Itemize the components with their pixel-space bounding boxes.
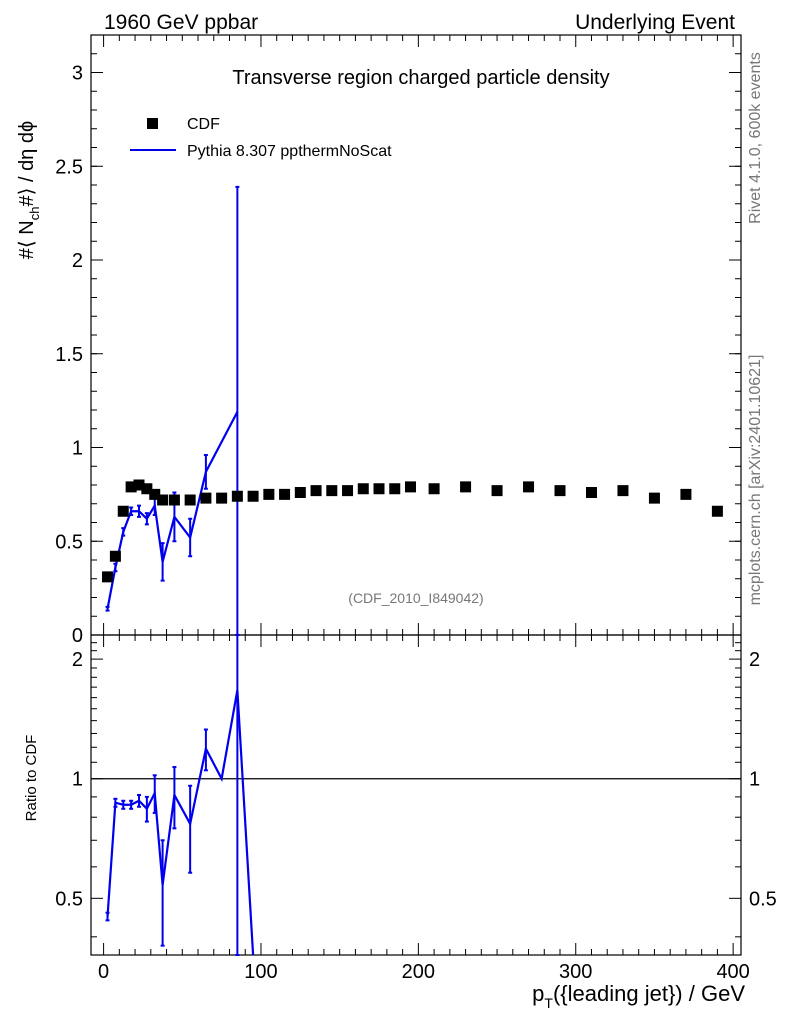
cdf-data-point [326, 485, 338, 497]
cdf-data-point [157, 494, 169, 506]
x-axis-label: pT({leading jet}) / GeV [532, 981, 745, 1011]
ratio-y-tick-label: 1 [72, 769, 83, 791]
cdf-data-point [523, 481, 535, 493]
cdf-data-point [117, 505, 129, 517]
ratio-y-axis-label: Ratio to CDF [23, 735, 40, 822]
cdf-data-point [125, 481, 137, 493]
cdf-data-point [168, 494, 180, 506]
ratio-mc-series [91, 634, 741, 956]
cdf-data-point [231, 490, 243, 502]
ratio-series-line [106, 690, 255, 956]
main-y-ticks: 0 0.5 1 1.5 2 2.5 3 [55, 34, 741, 647]
ratio-y-tick-label-right: 1 [749, 769, 760, 791]
main-y-tick-label: 0 [72, 625, 83, 647]
cdf-data-point [389, 483, 401, 495]
x-tick-label: 300 [559, 961, 592, 983]
main-y-tick-label: 1.5 [55, 344, 83, 366]
ratio-y-tick-label-right: 2 [749, 649, 760, 671]
main-panel: Transverse region charged particle densi… [16, 34, 742, 647]
x-tick-label: 0 [98, 961, 109, 983]
cdf-data-point [294, 487, 306, 498]
cdf-data-point [460, 481, 472, 493]
ratio-panel-frame [90, 634, 742, 956]
legend-mc-label: Pythia 8.307 ppthermNoScat [187, 143, 392, 160]
main-x-ticks [103, 35, 734, 635]
cdf-data-point [342, 485, 354, 497]
data-series [102, 479, 723, 583]
ratio-x-ticks: 0 100 200 300 400 [98, 635, 750, 983]
rivet-version-label: Rivet 4.1.0, 600k events [747, 52, 764, 224]
cdf-data-point [200, 492, 212, 504]
cdf-data-point [279, 488, 291, 500]
main-y-tick-label: 0.5 [55, 531, 83, 553]
cdf-data-point [149, 488, 161, 500]
ratio-y-tick-label: 2 [72, 649, 83, 671]
mc-series [105, 185, 240, 636]
ratio-y-ticks: 0.5 0.5 1 1 2 2 [55, 642, 777, 938]
cdf-data-point [404, 481, 416, 493]
mc-series-line [106, 411, 239, 609]
cdf-data-point [310, 485, 322, 497]
legend: CDF Pythia 8.307 ppthermNoScat [130, 116, 392, 160]
cdf-data-point [263, 488, 275, 500]
x-tick-label: 100 [244, 961, 277, 983]
header-left: 1960 GeV ppbar [104, 11, 258, 34]
cdf-data-point [491, 485, 503, 497]
cdf-data-point [711, 505, 723, 517]
main-y-tick-label: 2.5 [55, 156, 83, 178]
main-y-tick-label: 2 [72, 250, 83, 272]
ratio-y-tick-label: 0.5 [55, 888, 83, 910]
cdf-data-point [133, 479, 145, 491]
x-tick-label: 400 [716, 961, 749, 983]
cdf-data-point [102, 571, 114, 583]
cdf-data-point [373, 483, 385, 495]
x-tick-label: 200 [402, 961, 435, 983]
main-y-tick-label: 1 [72, 438, 83, 460]
mcplots-reference-label: mcplots.cern.ch [arXiv:2401.10621] [747, 355, 764, 606]
analysis-annotation: (CDF_2010_I849042) [348, 590, 483, 606]
ratio-y-tick-label-right: 0.5 [749, 888, 777, 910]
header-right: Underlying Event [575, 11, 735, 34]
legend-cdf-marker [147, 118, 158, 129]
main-title: Transverse region charged particle densi… [232, 67, 609, 89]
main-y-axis-label: #⟨ Nch#⟩ / dη dϕ [16, 121, 42, 259]
cdf-data-point [357, 483, 369, 495]
cdf-data-point [648, 492, 660, 504]
cdf-data-point [141, 483, 153, 495]
main-y-tick-label: 3 [72, 63, 83, 85]
ratio-panel: Ratio to CDF 0.5 0.5 1 1 2 2 0 100 200 300 400 pT… [23, 634, 777, 1011]
cdf-data-point [247, 490, 259, 502]
cdf-data-point [184, 494, 196, 506]
cdf-data-point [109, 550, 121, 562]
legend-cdf-label: CDF [187, 116, 220, 133]
cdf-data-point [680, 488, 692, 500]
cdf-data-point [216, 492, 228, 504]
cdf-data-point [585, 487, 597, 498]
cdf-data-point [554, 485, 566, 497]
cdf-data-point [428, 483, 440, 495]
cdf-data-point [617, 485, 629, 497]
